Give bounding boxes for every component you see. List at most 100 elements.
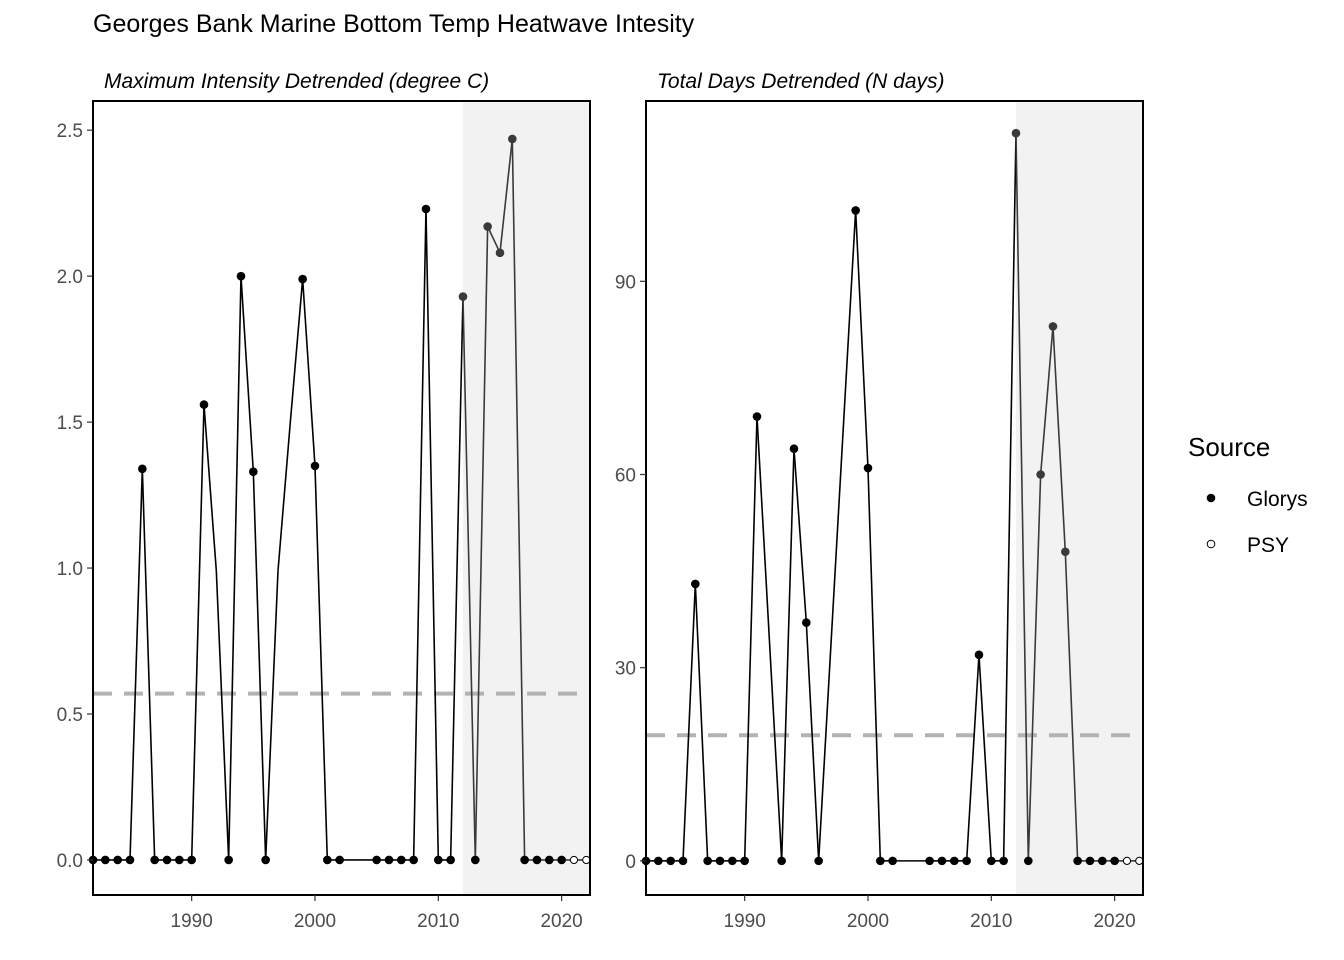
data-point-glorys — [666, 856, 675, 866]
legend-title: Source — [1188, 432, 1270, 462]
data-point-glorys — [236, 271, 246, 281]
series-segment — [240, 276, 255, 472]
data-point-glorys — [1073, 856, 1082, 866]
data-point-glorys — [1011, 128, 1021, 138]
x-tick-label: 1990 — [171, 911, 213, 932]
shaded-recent-region — [1015, 101, 1143, 895]
data-point-glorys — [691, 579, 700, 589]
series-segment — [277, 422, 292, 572]
data-point-glorys — [752, 412, 762, 421]
panel-title-total-days: Total Days Detrended (N days) — [657, 70, 945, 93]
data-point-psy — [582, 855, 591, 865]
data-point-glorys — [446, 855, 455, 865]
series-segment — [474, 226, 489, 860]
panel-border — [645, 100, 1144, 896]
data-point-glorys — [974, 650, 984, 660]
data-point-glorys — [557, 855, 566, 865]
data-point-glorys — [520, 855, 529, 865]
series-segment — [1052, 326, 1067, 552]
panel-max-intensity: Maximum Intensity Detrended (degree C) 0.… — [57, 70, 591, 932]
data-point-glorys — [545, 855, 554, 865]
panel-border — [92, 100, 591, 896]
data-point-glorys — [483, 222, 492, 231]
data-point-glorys — [434, 855, 443, 865]
data-point-glorys — [138, 464, 147, 474]
data-point-glorys — [224, 855, 233, 865]
data-point-glorys — [532, 855, 542, 865]
series-segment — [289, 278, 304, 423]
series-segment — [141, 468, 156, 860]
data-point-glorys — [802, 618, 811, 627]
series-segment — [978, 654, 993, 861]
data-point-glorys — [384, 855, 394, 865]
data-point-psy — [569, 855, 579, 865]
series-segment — [203, 404, 218, 572]
legend-label: PSY — [1247, 534, 1289, 557]
y-tick-label: 1.5 — [57, 413, 83, 434]
data-point-glorys — [962, 856, 971, 866]
data-point-glorys — [1024, 856, 1033, 866]
series-segment — [1064, 551, 1079, 861]
y-tick-label: 0 — [625, 852, 636, 873]
x-tick-label: 1990 — [724, 911, 766, 932]
data-point-glorys — [1061, 547, 1070, 557]
data-point-glorys — [298, 274, 307, 284]
series-segment — [756, 416, 783, 861]
series-segment — [682, 583, 697, 861]
series-segment — [867, 468, 882, 861]
y-tick-label: 0.0 — [57, 851, 83, 872]
data-point-glorys — [187, 855, 196, 865]
series-segment — [314, 465, 329, 860]
series-segment — [965, 654, 980, 861]
y-tick-label: 0.5 — [57, 705, 83, 726]
data-point-glorys — [1085, 856, 1095, 866]
series-segment — [264, 570, 279, 861]
series-segment — [449, 296, 464, 860]
data-point-glorys — [397, 855, 406, 865]
y-tick-label: 2.5 — [57, 121, 83, 142]
legend-label: Glorys — [1247, 488, 1308, 511]
data-point-glorys — [471, 855, 480, 865]
data-point-glorys — [863, 463, 873, 473]
data-point-glorys — [876, 856, 885, 866]
series-segment — [129, 468, 144, 860]
series-segment — [793, 448, 808, 623]
series-segment — [1039, 326, 1054, 475]
data-point-glorys — [1098, 856, 1107, 866]
data-point-glorys — [323, 855, 332, 865]
x-tick-label: 2010 — [970, 911, 1012, 932]
data-point-glorys — [101, 855, 110, 865]
series-segment — [511, 138, 526, 860]
data-point-psy — [1122, 856, 1132, 865]
x-tick-label: 2010 — [417, 911, 459, 932]
x-tick-label: 2020 — [1093, 911, 1135, 932]
data-point-glorys — [777, 856, 786, 866]
data-point-psy — [1135, 856, 1144, 865]
data-point-glorys — [678, 856, 688, 866]
data-point-glorys — [495, 248, 505, 258]
data-point-glorys — [987, 856, 996, 866]
data-point-glorys — [703, 856, 712, 866]
series-segment — [1002, 133, 1017, 861]
series-segment — [694, 583, 709, 861]
data-point-glorys — [409, 855, 418, 865]
series-segment — [805, 622, 820, 861]
x-tick-label: 2020 — [540, 911, 582, 932]
series-segment — [301, 279, 316, 466]
y-tick-label: 60 — [615, 465, 636, 486]
y-tick-label: 2.0 — [57, 267, 83, 288]
data-point-glorys — [814, 856, 823, 866]
series-segment — [743, 416, 758, 861]
data-point-glorys — [113, 855, 122, 865]
data-point-glorys — [715, 856, 725, 866]
series-segment — [425, 208, 440, 860]
series-segment — [227, 276, 242, 860]
data-point-glorys — [458, 292, 468, 301]
series-segment — [252, 471, 267, 860]
series-segment — [412, 208, 427, 860]
data-point-glorys — [335, 855, 344, 865]
data-point-glorys — [654, 856, 663, 866]
data-point-glorys — [950, 856, 959, 866]
x-tick-label: 2000 — [847, 911, 889, 932]
